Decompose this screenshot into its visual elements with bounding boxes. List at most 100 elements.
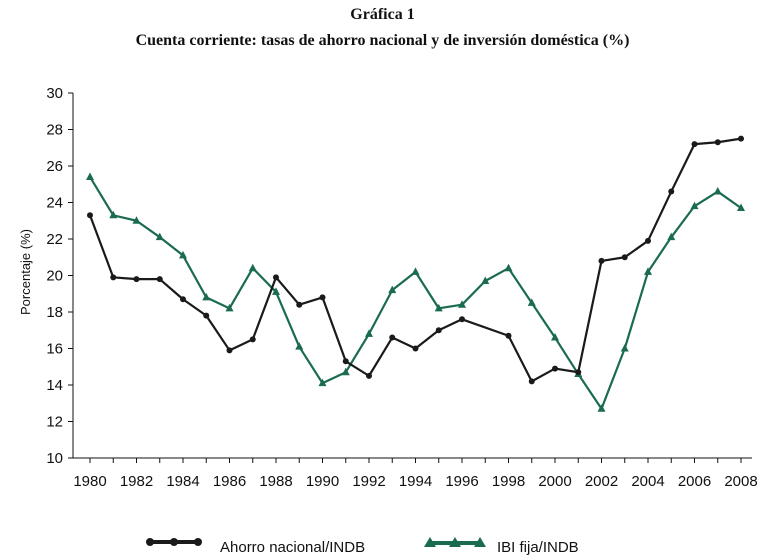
data-point: [389, 334, 396, 341]
x-ticks: 1980 1982 1984 1986 1988 1990 1992 1994 1996 1998…: [73, 458, 758, 490]
x-tick-label: 1980: [73, 473, 106, 490]
data-point: [272, 287, 280, 295]
legend: Ahorro nacional/INDB IBI fija/INDB: [146, 537, 579, 556]
legend-marker-ibi: [449, 537, 461, 547]
data-point: [295, 342, 304, 350]
data-point: [86, 172, 94, 180]
data-point: [225, 303, 234, 312]
data-point: [690, 201, 699, 210]
x-tick-label: 1996: [445, 473, 478, 490]
y-tick-label: 20: [46, 268, 63, 285]
data-point: [505, 332, 512, 339]
data-point: [644, 267, 652, 275]
data-point: [203, 312, 210, 319]
data-point: [202, 292, 211, 301]
data-point: [435, 327, 442, 334]
data-point: [434, 303, 443, 312]
data-point: [132, 216, 141, 224]
data-point: [412, 345, 419, 352]
legend-item-ahorro: Ahorro nacional/INDB: [146, 538, 365, 556]
x-tick-label: 2006: [678, 473, 711, 490]
y-tick-label: 22: [46, 231, 63, 248]
chart-title: Gráfica 1: [350, 6, 415, 23]
data-point: [504, 263, 513, 272]
series-line: [88, 137, 742, 383]
y-tick-label: 12: [46, 414, 63, 431]
x-tick-label: 1988: [259, 473, 292, 490]
x-tick-label: 2008: [724, 473, 757, 490]
data-point: [738, 135, 744, 142]
data-point: [575, 369, 582, 376]
y-tick-label: 14: [46, 377, 63, 394]
data-point: [598, 257, 605, 264]
y-tick-label: 30: [46, 85, 63, 102]
data-point: [551, 333, 559, 341]
legend-marker-ibi: [424, 537, 436, 547]
x-tick-label: 1990: [306, 473, 339, 490]
y-tick-label: 28: [46, 122, 63, 139]
x-tick-label: 1992: [352, 473, 385, 490]
data-point: [318, 378, 327, 387]
legend-label-ibi: IBI fija/INDB: [497, 539, 579, 556]
y-tick-label: 10: [46, 450, 63, 467]
data-point: [621, 254, 628, 261]
x-tick-label: 2004: [631, 473, 664, 490]
data-point: [620, 344, 629, 352]
y-tick-label: 18: [46, 304, 63, 321]
y-tick-label: 24: [46, 195, 63, 212]
chart-subtitle: Cuenta corriente: tasas de ahorro nacion…: [135, 32, 630, 49]
data-point: [737, 203, 745, 211]
data-point: [156, 276, 163, 283]
x-tick-label: 1982: [120, 473, 153, 490]
legend-marker-ahorro: [146, 538, 154, 546]
data-point: [552, 365, 558, 372]
data-point: [226, 347, 233, 354]
data-point: [411, 267, 420, 275]
series-ibi: [86, 172, 745, 412]
x-tick-label: 1994: [399, 473, 432, 490]
data-point: [668, 188, 675, 195]
data-point: [319, 294, 326, 301]
data-point: [459, 316, 465, 323]
x-tick-label: 2000: [538, 473, 571, 490]
data-point: [528, 378, 535, 385]
legend-marker-ibi: [474, 537, 486, 547]
legend-item-ibi: IBI fija/INDB: [424, 537, 579, 556]
data-point: [458, 300, 466, 308]
data-point: [667, 232, 676, 241]
data-point: [714, 139, 721, 146]
legend-label-ahorro: Ahorro nacional/INDB: [220, 539, 365, 556]
y-tick-label: 26: [46, 158, 63, 175]
y-ticks: 10 12 14 16 18 20 22 24 26 28 30: [46, 85, 73, 467]
data-point: [342, 358, 349, 365]
legend-marker-ahorro: [170, 538, 178, 546]
x-tick-label: 1998: [492, 473, 525, 490]
data-point: [645, 237, 651, 244]
legend-marker-ahorro: [194, 538, 202, 546]
series-ahorro: [87, 135, 744, 385]
y-tick-label: 16: [46, 341, 63, 358]
data-point: [691, 141, 698, 148]
x-tick-label: 2002: [585, 473, 618, 490]
data-point: [133, 276, 140, 283]
data-point: [713, 187, 722, 195]
data-point: [110, 274, 117, 281]
data-point: [109, 210, 118, 219]
data-point: [481, 276, 490, 284]
x-tick-label: 1986: [213, 473, 246, 490]
data-point: [597, 404, 606, 412]
data-point: [527, 298, 536, 306]
data-point: [180, 296, 186, 303]
y-axis-label: Porcentaje (%): [18, 229, 33, 315]
x-tick-label: 1984: [166, 473, 199, 490]
data-point: [341, 367, 350, 376]
data-point: [365, 329, 373, 337]
data-point: [366, 372, 372, 379]
data-point: [248, 263, 257, 272]
series-line: [89, 176, 742, 410]
data-point: [87, 212, 93, 219]
data-point: [296, 301, 303, 308]
series-layer: [86, 135, 745, 412]
data-point: [388, 285, 397, 294]
